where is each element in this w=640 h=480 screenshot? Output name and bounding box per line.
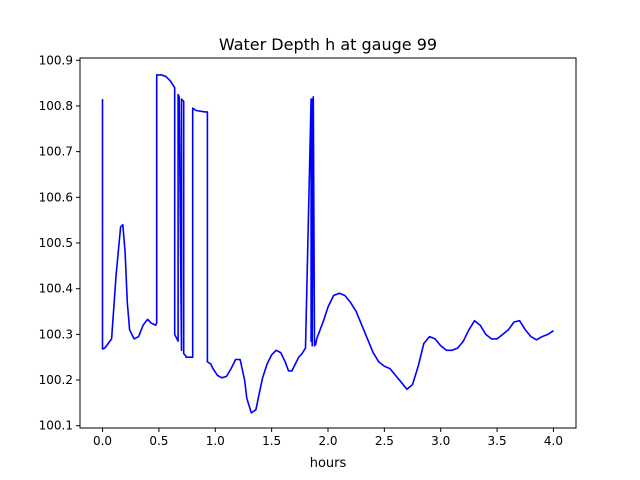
y-tick-label: 100.8 [39,99,73,113]
y-tick-label: 100.7 [39,145,73,159]
x-tick-label: 4.0 [544,434,563,448]
x-tick-label: 0.5 [149,434,168,448]
x-tick-label: 3.5 [488,434,507,448]
x-tick-label: 3.0 [431,434,450,448]
y-tick-label: 100.1 [39,419,73,433]
x-tick-label: 2.0 [318,434,337,448]
x-tick-label: 1.0 [206,434,225,448]
y-tick-label: 100.5 [39,236,73,250]
x-axis: 0.0 0.5 1.0 1.5 2.0 2.5 3.0 3.5 4.0 [93,428,563,448]
y-tick-label: 100.3 [39,327,73,341]
y-tick-label: 100.6 [39,190,73,204]
x-tick-label: 1.5 [262,434,281,448]
x-axis-label: hours [310,456,347,471]
series-line [101,74,554,414]
y-axis: 100.1 100.2 100.3 100.4 100.5 100.6 100.7 100.8… [39,53,80,433]
y-tick-label: 100.4 [39,282,73,296]
x-tick-label: 0.0 [93,434,112,448]
x-tick-label: 2.5 [375,434,394,448]
plot-area: 0.0 0.5 1.0 1.5 2.0 2.5 3.0 3.5 4.0 100.1100.210… [39,53,577,448]
y-tick-label: 100.9 [39,53,73,67]
chart-title: Water Depth h at gauge 99 [219,35,437,54]
series-layer [101,74,554,414]
y-tick-label: 100.2 [39,373,73,387]
